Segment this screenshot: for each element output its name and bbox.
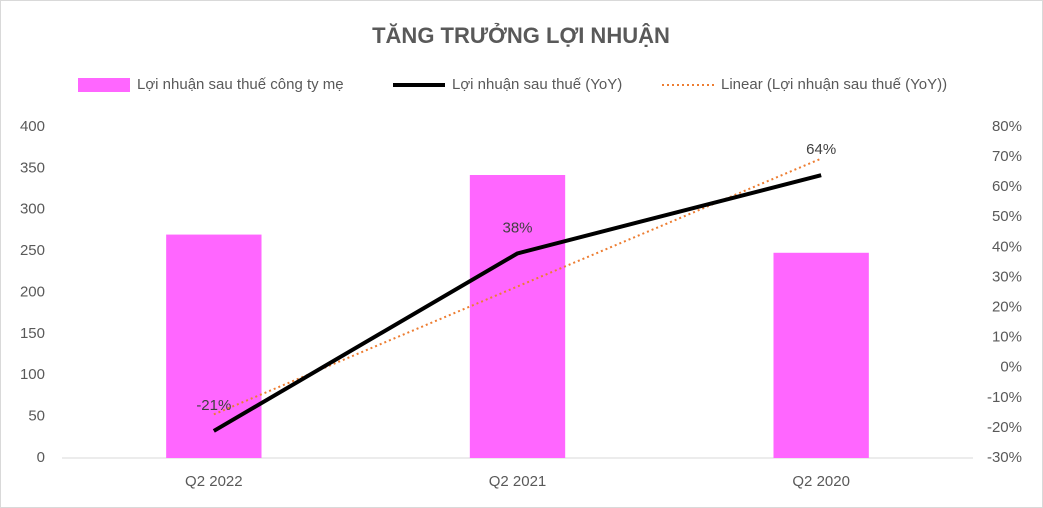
data-label: -21% [196, 397, 231, 414]
bar [469, 174, 566, 458]
y-tick-label: 150 [20, 325, 45, 342]
data-label: 64% [806, 141, 836, 158]
x-tick-label: Q2 2022 [185, 473, 243, 490]
x-tick-label: Q2 2021 [489, 473, 547, 490]
y2-tick-label: 0% [1000, 359, 1022, 376]
y-tick-label: 300 [20, 201, 45, 218]
chart-title: TĂNG TRƯỞNG LỢI NHUẬN [372, 23, 670, 48]
y2-tick-label: 80% [992, 118, 1022, 135]
y2-tick-label: 60% [992, 178, 1022, 195]
y2-tick-label: -20% [987, 419, 1022, 436]
y2-tick-label: 70% [992, 148, 1022, 165]
y2-tick-label: 30% [992, 268, 1022, 285]
y2-tick-label: 40% [992, 238, 1022, 255]
y2-tick-label: 20% [992, 299, 1022, 316]
y-tick-label: 250 [20, 242, 45, 259]
line [212, 173, 822, 433]
y2-tick-label: 50% [992, 208, 1022, 225]
y-tick-label: 200 [20, 283, 45, 300]
legend-swatch [78, 78, 130, 92]
legend-label: Linear (Lợi nhuận sau thuế (YoY)) [721, 76, 947, 93]
legend-label: Lợi nhuận sau thuế công ty mẹ [137, 76, 344, 93]
data-label: 38% [502, 219, 532, 236]
x-tick-label: Q2 2020 [792, 473, 850, 490]
y2-tick-label: -10% [987, 389, 1022, 406]
y-tick-label: 100 [20, 366, 45, 383]
y-tick-label: 350 [20, 159, 45, 176]
y2-tick-label: 10% [992, 329, 1022, 346]
legend-label: Lợi nhuận sau thuế (YoY) [452, 76, 622, 93]
y-tick-label: 50 [28, 408, 45, 425]
y2-tick-label: -30% [987, 449, 1022, 466]
bar [166, 234, 262, 458]
bar [773, 252, 869, 458]
y-tick-label: 400 [20, 118, 45, 135]
y-tick-label: 0 [37, 449, 45, 466]
